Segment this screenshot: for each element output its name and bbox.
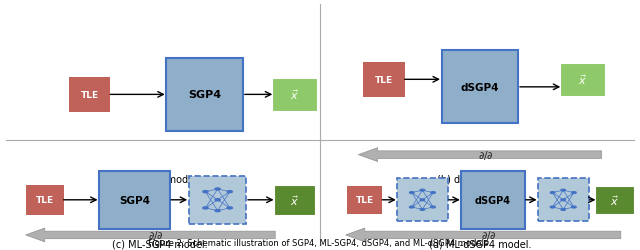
Circle shape bbox=[203, 207, 208, 209]
Text: $\vec{x}$: $\vec{x}$ bbox=[610, 193, 619, 207]
Circle shape bbox=[561, 199, 566, 201]
Circle shape bbox=[215, 210, 220, 212]
Text: $\partial/\partial$: $\partial/\partial$ bbox=[481, 228, 497, 241]
FancyBboxPatch shape bbox=[397, 179, 448, 221]
FancyBboxPatch shape bbox=[364, 62, 405, 98]
Text: SGP4: SGP4 bbox=[119, 195, 150, 205]
Circle shape bbox=[215, 199, 220, 201]
Text: (c) ML-SGP4 model.: (c) ML-SGP4 model. bbox=[112, 239, 208, 249]
FancyBboxPatch shape bbox=[274, 185, 315, 215]
FancyBboxPatch shape bbox=[189, 176, 246, 224]
Text: $\partial/\partial$: $\partial/\partial$ bbox=[478, 148, 493, 162]
Text: SGP4: SGP4 bbox=[188, 90, 221, 100]
Circle shape bbox=[561, 209, 566, 210]
FancyBboxPatch shape bbox=[69, 78, 111, 112]
FancyBboxPatch shape bbox=[166, 59, 243, 131]
FancyBboxPatch shape bbox=[272, 79, 317, 111]
FancyArrow shape bbox=[358, 148, 602, 162]
Circle shape bbox=[203, 191, 208, 193]
Text: $\vec{x}$: $\vec{x}$ bbox=[290, 193, 299, 207]
FancyBboxPatch shape bbox=[347, 186, 383, 214]
Text: TLE: TLE bbox=[375, 76, 393, 84]
FancyBboxPatch shape bbox=[442, 51, 518, 124]
Circle shape bbox=[420, 209, 425, 210]
FancyBboxPatch shape bbox=[99, 171, 170, 229]
Circle shape bbox=[561, 190, 566, 191]
Circle shape bbox=[420, 199, 425, 201]
FancyBboxPatch shape bbox=[595, 186, 634, 214]
Circle shape bbox=[215, 188, 220, 190]
FancyBboxPatch shape bbox=[560, 64, 605, 96]
Circle shape bbox=[550, 192, 555, 194]
Circle shape bbox=[227, 207, 232, 209]
Text: (a) SGP4 model.: (a) SGP4 model. bbox=[120, 174, 200, 184]
Circle shape bbox=[550, 206, 555, 208]
Circle shape bbox=[410, 192, 414, 194]
Text: $\partial/\partial$: $\partial/\partial$ bbox=[148, 228, 164, 241]
Text: $\vec{x}$: $\vec{x}$ bbox=[578, 73, 587, 87]
Circle shape bbox=[227, 191, 232, 193]
Text: $\vec{x}$: $\vec{x}$ bbox=[290, 88, 299, 102]
Circle shape bbox=[420, 190, 425, 191]
Circle shape bbox=[431, 192, 435, 194]
FancyBboxPatch shape bbox=[461, 171, 525, 229]
FancyBboxPatch shape bbox=[26, 185, 64, 215]
Text: Figure 2: Schematic illustration of SGP4, ML-SGP4, dSGP4, and ML-dSGP4 models.: Figure 2: Schematic illustration of SGP4… bbox=[148, 238, 492, 247]
Text: TLE: TLE bbox=[356, 196, 374, 204]
Circle shape bbox=[431, 206, 435, 208]
FancyArrow shape bbox=[346, 228, 621, 242]
FancyArrow shape bbox=[26, 228, 275, 242]
Text: (b) dSGP4 model.: (b) dSGP4 model. bbox=[437, 174, 523, 184]
Text: (d) ML-dSGP4 model.: (d) ML-dSGP4 model. bbox=[429, 239, 531, 249]
Text: TLE: TLE bbox=[81, 90, 99, 100]
FancyBboxPatch shape bbox=[538, 179, 589, 221]
Circle shape bbox=[572, 192, 576, 194]
Text: dSGP4: dSGP4 bbox=[475, 195, 511, 205]
Text: dSGP4: dSGP4 bbox=[461, 82, 499, 92]
Circle shape bbox=[572, 206, 576, 208]
Circle shape bbox=[410, 206, 414, 208]
Text: TLE: TLE bbox=[36, 196, 54, 204]
